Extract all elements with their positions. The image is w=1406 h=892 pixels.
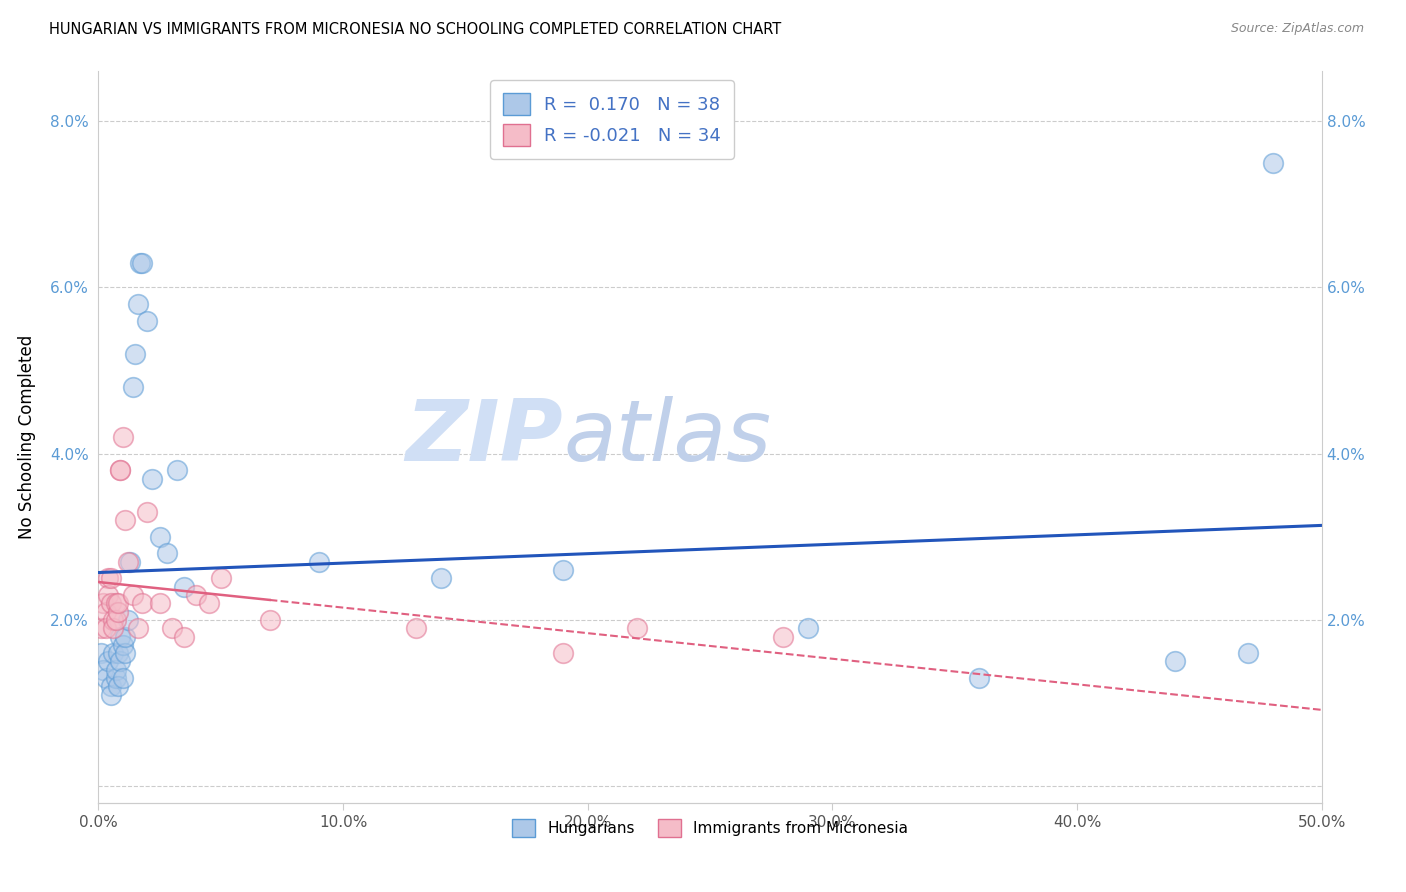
Point <box>101 613 124 627</box>
Point <box>308 555 330 569</box>
Point <box>117 555 139 569</box>
Point <box>127 621 149 635</box>
Point <box>131 255 153 269</box>
Point <box>110 463 132 477</box>
Point <box>209 571 232 585</box>
Point <box>97 655 120 669</box>
Point <box>107 680 129 694</box>
Point <box>107 596 129 610</box>
Text: Source: ZipAtlas.com: Source: ZipAtlas.com <box>1230 22 1364 36</box>
Point <box>430 571 453 585</box>
Point <box>104 596 127 610</box>
Point <box>94 605 117 619</box>
Point <box>173 580 195 594</box>
Point <box>114 646 136 660</box>
Point <box>129 255 152 269</box>
Point <box>107 646 129 660</box>
Point <box>127 297 149 311</box>
Point <box>149 596 172 610</box>
Point <box>121 380 143 394</box>
Point <box>553 646 575 660</box>
Point <box>100 596 122 610</box>
Point <box>173 630 195 644</box>
Point <box>1237 646 1260 660</box>
Point <box>405 621 427 635</box>
Point <box>94 671 117 685</box>
Y-axis label: No Schooling Completed: No Schooling Completed <box>18 335 37 539</box>
Point <box>100 571 122 585</box>
Point <box>100 688 122 702</box>
Point <box>136 505 159 519</box>
Point <box>136 314 159 328</box>
Point <box>90 621 112 635</box>
Point <box>124 347 146 361</box>
Point <box>967 671 990 685</box>
Point <box>100 680 122 694</box>
Point <box>101 646 124 660</box>
Point <box>131 596 153 610</box>
Point <box>90 646 112 660</box>
Point <box>110 655 132 669</box>
Point <box>114 630 136 644</box>
Point <box>91 663 114 677</box>
Point <box>1261 155 1284 169</box>
Point <box>186 588 208 602</box>
Point <box>111 671 134 685</box>
Point <box>197 596 219 610</box>
Point <box>117 613 139 627</box>
Point <box>797 621 820 635</box>
Text: ZIP: ZIP <box>405 395 564 479</box>
Point <box>553 563 575 577</box>
Point <box>97 588 120 602</box>
Point <box>94 621 117 635</box>
Text: atlas: atlas <box>564 395 772 479</box>
Point <box>97 571 120 585</box>
Point <box>1164 655 1187 669</box>
Point <box>110 630 132 644</box>
Point <box>107 605 129 619</box>
Point <box>120 555 142 569</box>
Point <box>156 546 179 560</box>
Point <box>141 472 163 486</box>
Point <box>166 463 188 477</box>
Point <box>626 621 648 635</box>
Point <box>111 430 134 444</box>
Point <box>160 621 183 635</box>
Point <box>114 513 136 527</box>
Text: HUNGARIAN VS IMMIGRANTS FROM MICRONESIA NO SCHOOLING COMPLETED CORRELATION CHART: HUNGARIAN VS IMMIGRANTS FROM MICRONESIA … <box>49 22 782 37</box>
Point <box>104 671 127 685</box>
Point <box>104 613 127 627</box>
Point <box>91 596 114 610</box>
Point <box>101 621 124 635</box>
Legend: Hungarians, Immigrants from Micronesia: Hungarians, Immigrants from Micronesia <box>503 809 917 847</box>
Point <box>121 588 143 602</box>
Point <box>111 638 134 652</box>
Point <box>259 613 281 627</box>
Point <box>149 530 172 544</box>
Point <box>104 663 127 677</box>
Point <box>110 463 132 477</box>
Point <box>772 630 794 644</box>
